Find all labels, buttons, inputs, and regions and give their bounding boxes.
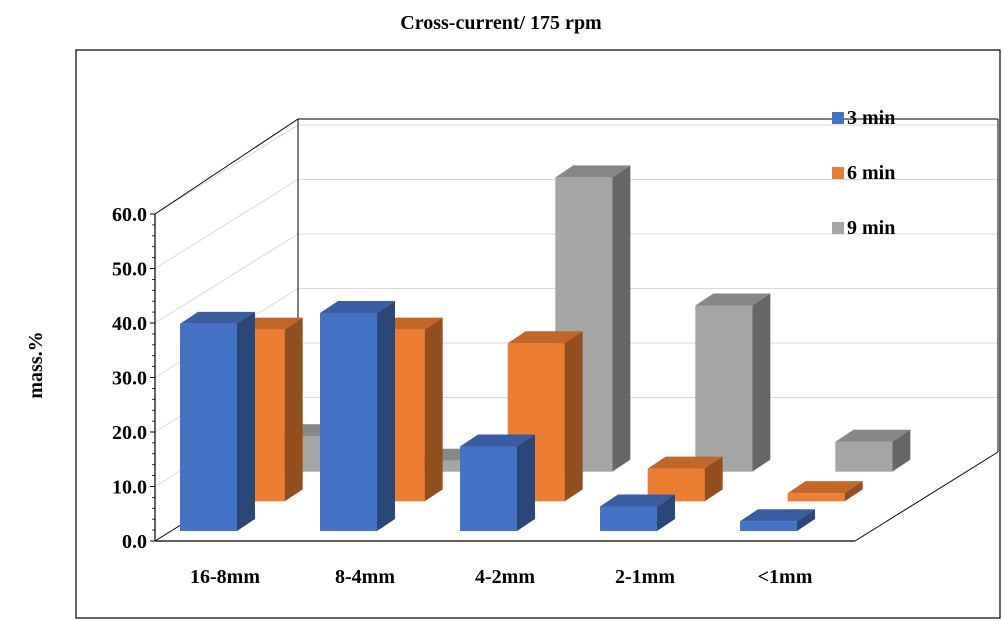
legend: 3 min 6 min 9 min	[832, 107, 895, 239]
bar	[320, 301, 395, 531]
bar	[787, 481, 863, 502]
bar-top	[647, 456, 723, 469]
bar-top	[507, 331, 583, 344]
bar-top	[555, 165, 631, 178]
bar	[740, 509, 815, 531]
bar-side	[797, 509, 815, 531]
bar-top	[835, 429, 911, 442]
bar	[647, 456, 723, 502]
bar	[695, 293, 771, 472]
bar-side	[844, 481, 863, 502]
bar-side	[752, 293, 771, 472]
y-tick-label: 0.0	[122, 531, 147, 553]
bar-side	[564, 331, 583, 502]
bar-side	[657, 494, 675, 531]
bar-side	[517, 434, 535, 531]
bar-side	[892, 429, 911, 472]
y-tick-label: 30.0	[112, 368, 147, 390]
x-tick-label: 8-4mm	[335, 566, 395, 588]
bar-side	[377, 301, 395, 531]
bar-front	[787, 493, 845, 502]
side-wall-top-edge	[154, 118, 299, 215]
y-tick-label: 10.0	[112, 477, 147, 499]
bar-top	[787, 481, 863, 494]
bar-front	[415, 460, 473, 472]
bar-top	[460, 434, 535, 447]
bar-front	[740, 521, 797, 531]
bar-front	[460, 446, 517, 531]
bar-front	[600, 506, 657, 531]
y-tick-label: 40.0	[112, 313, 147, 335]
bar-top	[740, 509, 815, 522]
x-tick-label: <1mm	[758, 566, 813, 588]
legend-swatch	[832, 167, 844, 179]
bars	[180, 165, 911, 531]
legend-label: 3 min	[847, 107, 895, 129]
bar-side	[284, 317, 303, 502]
x-tick-label: 4-2mm	[475, 566, 535, 588]
y-tick-label: 50.0	[112, 259, 147, 281]
x-tick-label: 16-8mm	[190, 566, 260, 588]
bar	[180, 311, 255, 531]
gridline-side	[154, 233, 299, 324]
bar	[507, 331, 583, 502]
bar-side	[237, 311, 255, 531]
bar-top	[600, 494, 675, 507]
bar	[460, 434, 535, 531]
gridlines	[154, 124, 998, 487]
chart-frame	[75, 49, 1001, 619]
bar	[600, 494, 675, 531]
bar-front	[320, 313, 377, 531]
chart-title: Cross-current/ 175 rpm	[400, 12, 602, 34]
y-tick-label: 20.0	[112, 422, 147, 444]
bar-front	[835, 441, 893, 472]
floor-right-edge	[854, 451, 999, 542]
bar	[835, 429, 911, 472]
bar-top	[180, 311, 255, 324]
bar-front	[180, 323, 237, 531]
bar-side	[612, 165, 631, 472]
bar-side	[704, 456, 723, 502]
x-tick-label: 2-1mm	[615, 566, 675, 588]
y-tick-label: 60.0	[112, 204, 147, 226]
legend-label: 6 min	[847, 162, 895, 184]
bar-front	[695, 305, 753, 472]
plot-walls	[154, 118, 999, 542]
bar-side	[424, 317, 443, 502]
bar-top	[320, 301, 395, 313]
legend-swatch	[832, 112, 844, 124]
gridline-side	[154, 124, 299, 215]
y-axis-label: mass.%	[25, 331, 47, 398]
legend-label: 9 min	[847, 217, 895, 239]
legend-swatch	[832, 222, 844, 234]
gridline-side	[154, 179, 299, 269]
bar-top	[695, 293, 771, 306]
axes: 0.0 10.0 20.0 30.0 40.0 50.0 60.0 16-8mm 8-4mm 4-…	[112, 204, 855, 588]
